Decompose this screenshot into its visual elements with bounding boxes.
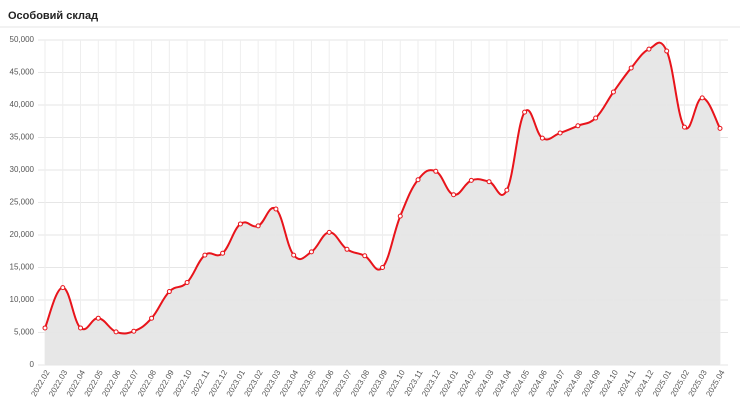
- y-tick-label: 10,000: [10, 295, 35, 304]
- point: [380, 265, 385, 270]
- point: [522, 109, 528, 115]
- chart-title: Особовий склад: [8, 10, 98, 22]
- point: [326, 229, 332, 235]
- point: [202, 252, 208, 258]
- point: [184, 279, 190, 285]
- point: [664, 48, 670, 54]
- point: [78, 325, 84, 331]
- point: [362, 253, 368, 259]
- y-tick-label: 50,000: [10, 35, 35, 44]
- y-tick-label: 0: [30, 360, 35, 369]
- point: [273, 206, 279, 212]
- y-tick-label: 25,000: [10, 198, 35, 207]
- point: [131, 328, 137, 334]
- y-tick-label: 45,000: [10, 68, 35, 77]
- point: [717, 125, 723, 131]
- point: [593, 115, 599, 121]
- point: [557, 130, 563, 136]
- point: [468, 177, 474, 183]
- point: [95, 315, 101, 321]
- point: [220, 250, 226, 256]
- point: [610, 89, 616, 95]
- point: [255, 223, 261, 229]
- point: [486, 179, 492, 185]
- point: [628, 65, 634, 71]
- point: [539, 135, 545, 141]
- y-tick-label: 30,000: [10, 165, 35, 174]
- point: [149, 315, 155, 321]
- point: [575, 123, 581, 129]
- y-tick-label: 5,000: [14, 328, 35, 337]
- area: [45, 42, 720, 365]
- point: [344, 246, 350, 252]
- point: [42, 325, 48, 331]
- point: [433, 168, 439, 174]
- point: [504, 187, 510, 193]
- point: [451, 192, 457, 198]
- y-tick-label: 40,000: [10, 100, 35, 109]
- point: [113, 329, 119, 335]
- point: [699, 95, 705, 101]
- point: [397, 213, 403, 219]
- point: [646, 46, 652, 52]
- y-tick-label: 15,000: [10, 263, 35, 272]
- point: [166, 289, 172, 295]
- point: [60, 285, 66, 291]
- y-tick-label: 35,000: [10, 133, 35, 142]
- point: [291, 252, 297, 258]
- point: [681, 124, 687, 130]
- point: [415, 177, 421, 183]
- y-tick-label: 20,000: [10, 230, 35, 239]
- point: [237, 221, 243, 227]
- point: [308, 249, 314, 255]
